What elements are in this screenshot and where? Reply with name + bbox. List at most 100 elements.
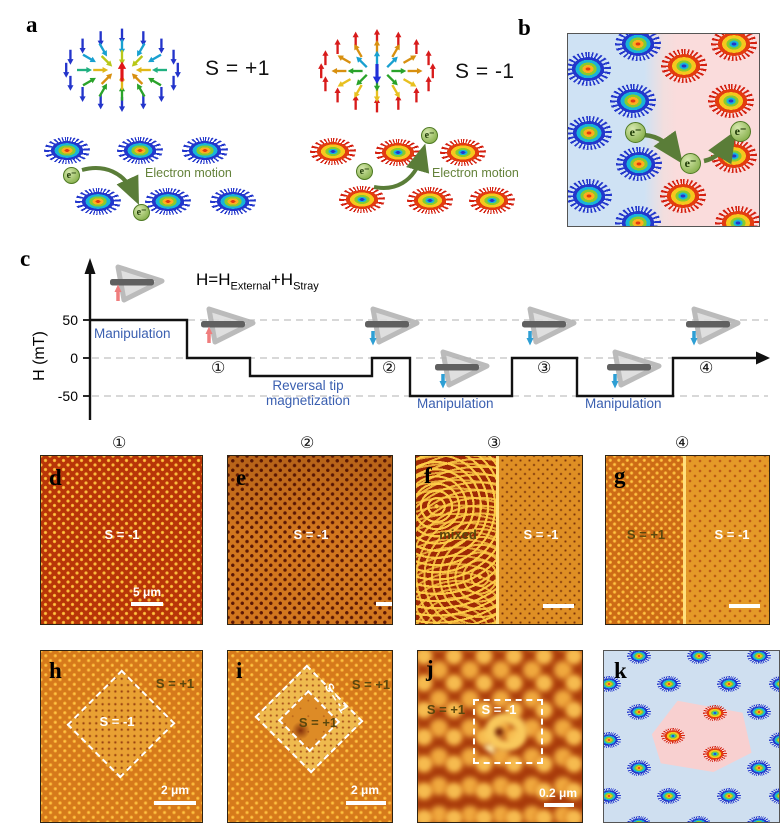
afm-tip-icon-down (433, 349, 491, 391)
spin-label-s-minus-1: S = -1 (455, 60, 515, 83)
panel-f-afm-image: f mixed S = -1 (415, 455, 583, 625)
note-manipulation-1: Manipulation (94, 326, 171, 341)
panel-i-label: i (236, 658, 243, 683)
panel-b-domain-diagram: e⁻ e⁻ e⁻ (567, 33, 760, 227)
spin-label-s-plus-1: S = +1 (205, 57, 270, 80)
panel-f-marker: ③ (487, 435, 502, 452)
step-marker-1: ① (211, 360, 226, 377)
mini-skyrmion-s-plus-1 (568, 179, 612, 213)
region-label-s-plus-1: S = +1 (626, 527, 666, 542)
mini-skyrmion-s-plus-1 (747, 704, 771, 720)
panel-g-afm-image: g S = +1 S = -1 (605, 455, 770, 625)
scale-bar (729, 604, 760, 608)
region-label-s-plus-1: S = +1 (351, 677, 391, 692)
mini-skyrmion-s-plus-1 (182, 137, 228, 164)
afm-tip-icon-down (684, 306, 742, 348)
electron-badge: e⁻ (356, 163, 373, 180)
mini-skyrmion-s-plus-1 (604, 732, 621, 748)
mini-skyrmion-s-minus-1 (708, 84, 754, 118)
panel-d-marker: ① (112, 435, 127, 452)
region-label-s-plus-1: S = +1 (426, 702, 466, 717)
scale-label: 0.2 μm (538, 786, 578, 800)
region-label-s-minus-1: S = -1 (293, 527, 329, 542)
electron-badge: e⁻ (625, 122, 646, 143)
electron-path-arrow (81, 166, 139, 205)
mini-skyrmion-s-plus-1 (747, 651, 771, 664)
step-marker-2: ② (382, 360, 397, 377)
afm-tip-icon-up (199, 306, 257, 345)
panel-h-label: h (49, 658, 62, 683)
mini-skyrmion-s-minus-1 (660, 179, 706, 213)
panel-h-afm-image: h S = +1 S = -1 2 μm (40, 650, 203, 823)
mini-skyrmion-s-plus-1 (615, 34, 661, 61)
skyrmion-s-minus-1-diagram (316, 27, 438, 114)
note-reversal-line1: Reversal tip (272, 378, 344, 393)
electron-path-arrows (643, 130, 736, 165)
mini-skyrmion-s-plus-1 (145, 188, 191, 215)
mini-skyrmion-s-plus-1 (769, 788, 779, 804)
scale-bar (376, 602, 392, 606)
region-label-mixed: mixed (439, 527, 477, 542)
electron-badge: e⁻ (63, 167, 80, 184)
scale-bar (543, 604, 574, 608)
mini-skyrmion-s-plus-1 (687, 816, 711, 822)
panel-g-marker: ④ (675, 435, 690, 452)
mini-skyrmion-s-plus-1 (769, 676, 779, 692)
single-skyrmion-blob (478, 707, 534, 757)
electron-badge: e⁻ (730, 121, 751, 142)
mini-skyrmion-s-minus-1 (703, 705, 727, 721)
domain-boundary (683, 456, 686, 624)
mini-skyrmion-s-plus-1 (568, 52, 611, 86)
mini-skyrmion-s-minus-1 (661, 728, 685, 744)
note-reversal-line2: magnetization (265, 393, 351, 408)
region-s-plus-1-pattern (606, 456, 685, 624)
mini-skyrmion-s-plus-1 (627, 651, 651, 664)
mini-skyrmion-s-plus-1 (627, 760, 651, 776)
panel-e-marker: ② (300, 435, 315, 452)
region-label-s-minus-1: S = -1 (714, 527, 750, 542)
field-equation: H=HExternal+HStray (196, 270, 319, 292)
mini-skyrmion-s-plus-1 (627, 704, 651, 720)
mini-skyrmion-s-plus-1 (717, 676, 741, 692)
region-mixed-pattern (416, 456, 498, 624)
panel-d-afm-image: d S = -1 5 μm (40, 455, 203, 625)
domain-boundary (496, 456, 499, 624)
step-marker-4: ④ (699, 360, 714, 377)
written-domain-square (473, 699, 543, 764)
panel-k-label: k (614, 658, 627, 683)
eq-main-1: H=H (196, 270, 231, 289)
region-label-s-minus-1: S = -1 (104, 527, 140, 542)
note-manipulation-2: Manipulation (417, 396, 494, 411)
mini-skyrmion-s-minus-1 (469, 187, 515, 214)
region-label-s-minus-1: S = -1 (481, 702, 517, 717)
y-tick-0: 0 (70, 350, 78, 366)
region-s-minus-1-pattern (685, 456, 769, 624)
mini-skyrmion-s-minus-1 (407, 187, 453, 214)
eq-sub-stray: Stray (293, 280, 319, 293)
y-tick-minus-50: -50 (57, 388, 78, 404)
mini-skyrmion-s-plus-1 (117, 137, 163, 164)
panel-f-label: f (424, 463, 432, 488)
note-reversal: Reversal tip magnetization (232, 378, 384, 408)
electron-badge: e⁻ (680, 153, 701, 174)
mini-skyrmion-s-plus-1 (604, 788, 621, 804)
mini-skyrmion-s-plus-1 (717, 788, 741, 804)
electron-badge: e⁻ (133, 204, 150, 221)
note-manipulation-3: Manipulation (585, 396, 662, 411)
scale-label: 2 μm (350, 783, 380, 797)
mini-skyrmion-s-minus-1 (440, 139, 486, 166)
panel-j-afm-image: j S = +1 S = -1 0.2 μm (417, 650, 583, 823)
step-marker-3: ③ (537, 360, 552, 377)
mini-skyrmion-s-plus-1 (769, 732, 779, 748)
mini-skyrmion-s-plus-1 (210, 188, 256, 215)
mini-skyrmion-s-plus-1 (657, 788, 681, 804)
scale-bar (131, 602, 163, 606)
panel-j-label: j (426, 656, 434, 681)
scale-label: 2 μm (160, 783, 190, 797)
mini-skyrmion-s-minus-1 (711, 34, 757, 61)
afm-tip-icon-down (363, 306, 421, 348)
panel-e-afm-image: e S = -1 (227, 455, 393, 625)
y-tick-50: 50 (62, 312, 78, 328)
panel-b-label: b (518, 15, 531, 40)
